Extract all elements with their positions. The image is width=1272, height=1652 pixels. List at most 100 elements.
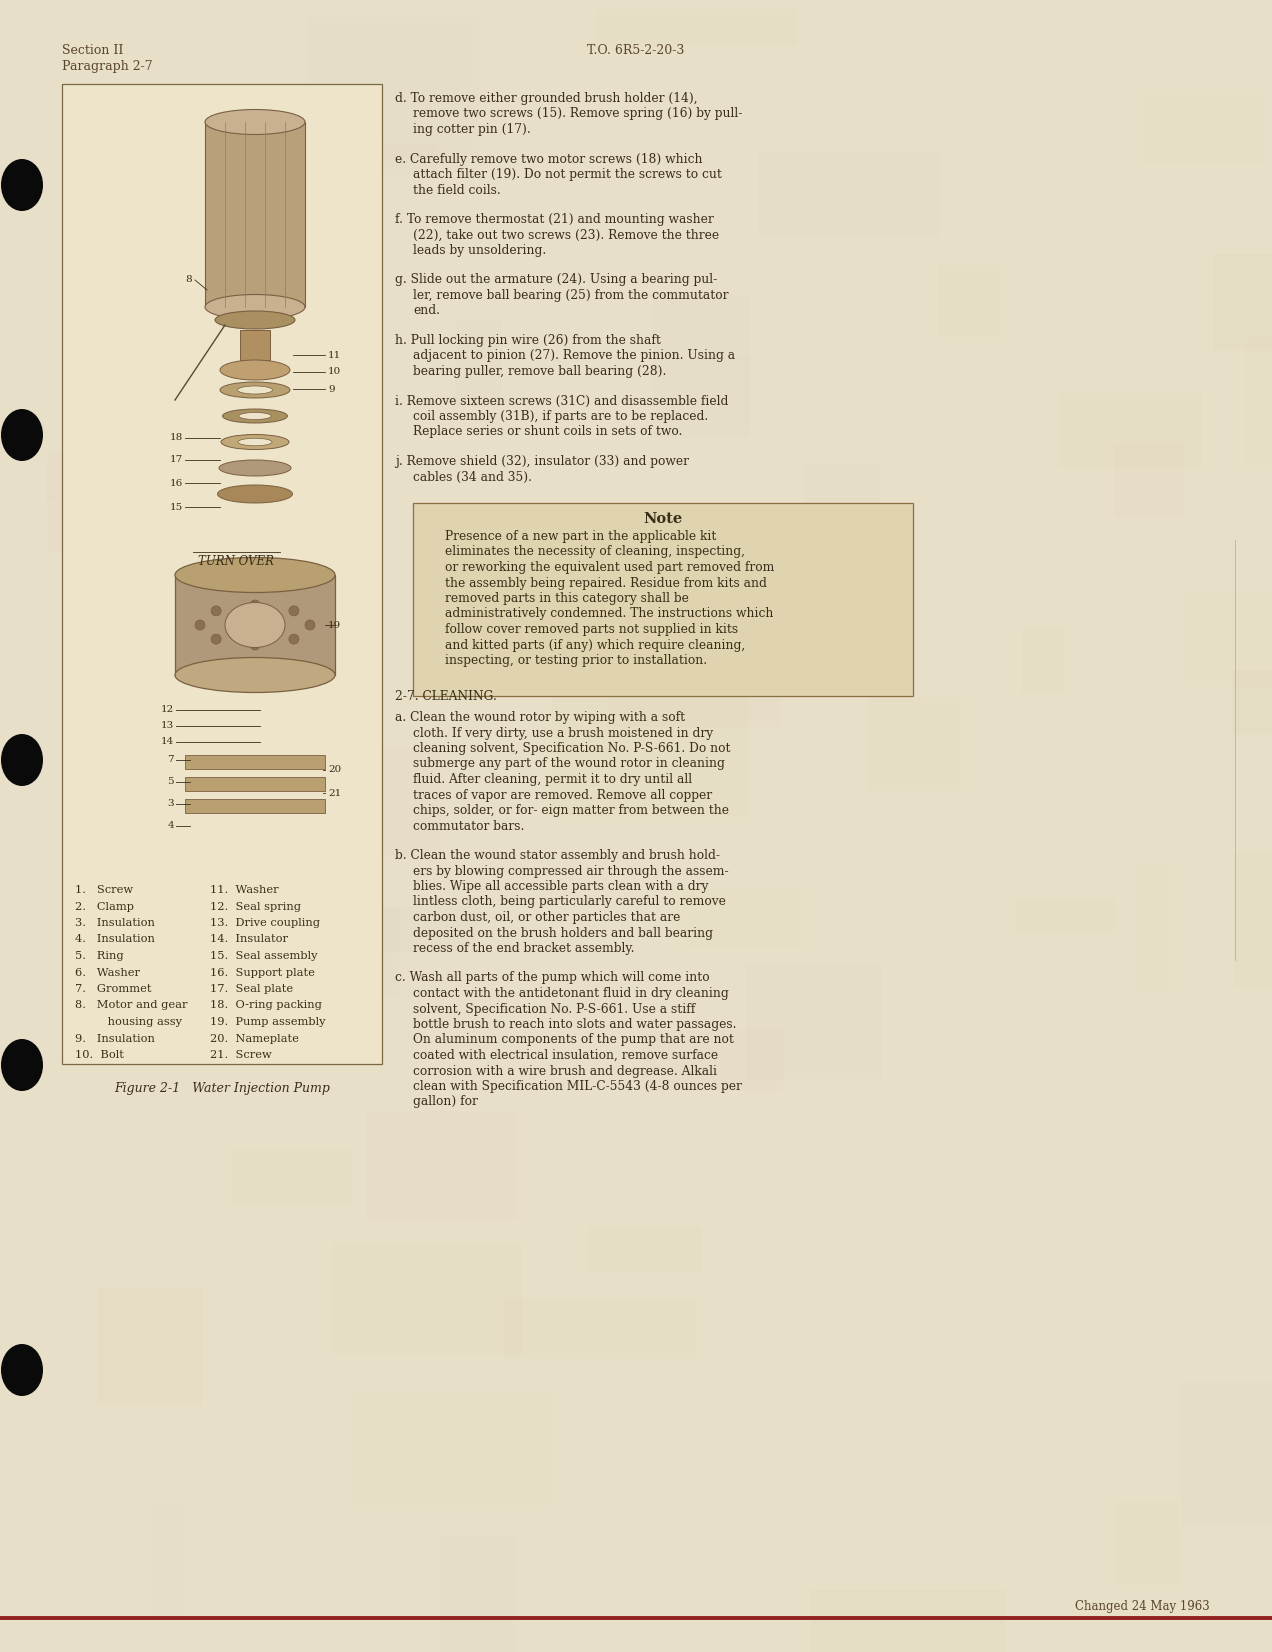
Text: chips, solder, or for- eign matter from between the: chips, solder, or for- eign matter from … bbox=[413, 805, 729, 818]
Text: remove two screws (15). Remove spring (16) by pull-: remove two screws (15). Remove spring (1… bbox=[413, 107, 743, 121]
Ellipse shape bbox=[221, 434, 289, 449]
Text: 7: 7 bbox=[168, 755, 174, 765]
Ellipse shape bbox=[1, 1039, 43, 1090]
Circle shape bbox=[211, 634, 221, 644]
Text: corrosion with a wire brush and degrease. Alkali: corrosion with a wire brush and degrease… bbox=[413, 1064, 717, 1077]
Text: T.O. 6R5-2-20-3: T.O. 6R5-2-20-3 bbox=[588, 45, 684, 58]
Text: blies. Wipe all accessible parts clean with a dry: blies. Wipe all accessible parts clean w… bbox=[413, 881, 709, 894]
Bar bbox=[440, 1536, 515, 1652]
Text: Presence of a new part in the applicable kit: Presence of a new part in the applicable… bbox=[445, 530, 716, 544]
Text: 4.   Insulation: 4. Insulation bbox=[75, 935, 155, 945]
Ellipse shape bbox=[1, 410, 43, 461]
Text: 18: 18 bbox=[169, 433, 183, 443]
Text: 18.  O-ring packing: 18. O-ring packing bbox=[210, 1001, 322, 1011]
Bar bbox=[810, 1591, 1005, 1652]
Text: attach filter (19). Do not permit the screws to cut: attach filter (19). Do not permit the sc… bbox=[413, 169, 722, 182]
Text: 14: 14 bbox=[160, 737, 174, 747]
Ellipse shape bbox=[223, 410, 287, 423]
Text: 10: 10 bbox=[328, 367, 341, 377]
Text: ers by blowing compressed air through the assem-: ers by blowing compressed air through th… bbox=[413, 864, 729, 877]
Bar bbox=[333, 1242, 522, 1353]
Ellipse shape bbox=[239, 413, 271, 420]
Text: d. To remove either grounded brush holder (14),: d. To remove either grounded brush holde… bbox=[396, 93, 697, 106]
Text: housing assy: housing assy bbox=[75, 1018, 182, 1028]
Text: b. Clean the wound stator assembly and brush hold-: b. Clean the wound stator assembly and b… bbox=[396, 849, 720, 862]
Text: 13.  Drive coupling: 13. Drive coupling bbox=[210, 919, 321, 928]
Circle shape bbox=[251, 639, 259, 649]
Ellipse shape bbox=[218, 486, 293, 502]
Text: 6.   Washer: 6. Washer bbox=[75, 968, 140, 978]
Bar bbox=[1231, 669, 1272, 735]
Bar bbox=[281, 910, 399, 998]
Bar bbox=[684, 889, 801, 948]
Text: submerge any part of the wound rotor in cleaning: submerge any part of the wound rotor in … bbox=[413, 758, 725, 770]
Text: ing cotter pin (17).: ing cotter pin (17). bbox=[413, 122, 530, 135]
Text: commutator bars.: commutator bars. bbox=[413, 819, 524, 833]
Text: 15.  Seal assembly: 15. Seal assembly bbox=[210, 952, 318, 961]
Text: end.: end. bbox=[413, 304, 440, 317]
Text: bottle brush to reach into slots and water passages.: bottle brush to reach into slots and wat… bbox=[413, 1018, 736, 1031]
Bar bbox=[1013, 862, 1122, 986]
Text: 19: 19 bbox=[328, 621, 341, 629]
Bar bbox=[148, 88, 301, 162]
Bar bbox=[329, 1399, 430, 1536]
Text: TURN OVER: TURN OVER bbox=[198, 555, 273, 568]
Text: 9: 9 bbox=[328, 385, 335, 393]
Bar bbox=[805, 464, 881, 601]
Ellipse shape bbox=[238, 438, 272, 446]
Circle shape bbox=[251, 600, 259, 610]
Bar bbox=[1138, 94, 1263, 164]
Text: (22), take out two screws (23). Remove the three: (22), take out two screws (23). Remove t… bbox=[413, 228, 719, 241]
Bar bbox=[574, 456, 689, 596]
Text: the assembly being repaired. Residue from kits and: the assembly being repaired. Residue fro… bbox=[445, 577, 767, 590]
Text: or reworking the equivalent used part removed from: or reworking the equivalent used part re… bbox=[445, 562, 775, 573]
Bar bbox=[351, 748, 441, 857]
Text: 20.  Nameplate: 20. Nameplate bbox=[210, 1034, 299, 1044]
Text: the field coils.: the field coils. bbox=[413, 183, 501, 197]
Text: cleaning solvent, Specification No. P-S-661. Do not: cleaning solvent, Specification No. P-S-… bbox=[413, 742, 730, 755]
Text: 21.  Screw: 21. Screw bbox=[210, 1051, 272, 1061]
Text: 2-7. CLEANING.: 2-7. CLEANING. bbox=[396, 689, 497, 702]
Text: 11.  Washer: 11. Washer bbox=[210, 885, 279, 895]
Text: deposited on the brush holders and ball bearing: deposited on the brush holders and ball … bbox=[413, 927, 714, 940]
Bar bbox=[446, 311, 631, 443]
Text: 10.  Bolt: 10. Bolt bbox=[75, 1051, 123, 1061]
Text: 5: 5 bbox=[168, 778, 174, 786]
Text: Note: Note bbox=[644, 512, 683, 525]
Bar bbox=[1015, 899, 1117, 932]
Text: Section II: Section II bbox=[62, 45, 123, 58]
Bar bbox=[62, 84, 382, 1064]
Text: cables (34 and 35).: cables (34 and 35). bbox=[413, 471, 532, 484]
Bar bbox=[631, 781, 742, 925]
Circle shape bbox=[289, 606, 299, 616]
Bar bbox=[97, 1289, 201, 1406]
Bar bbox=[1109, 1186, 1156, 1251]
Text: 9.   Insulation: 9. Insulation bbox=[75, 1034, 155, 1044]
Text: ler, remove ball bearing (25) from the commutator: ler, remove ball bearing (25) from the c… bbox=[413, 289, 729, 302]
Text: solvent, Specification No. P-S-661. Use a stiff: solvent, Specification No. P-S-661. Use … bbox=[413, 1003, 696, 1016]
Ellipse shape bbox=[1, 1345, 43, 1396]
Bar bbox=[1184, 591, 1272, 684]
Bar bbox=[758, 152, 940, 238]
Bar bbox=[1023, 629, 1063, 694]
Bar bbox=[351, 1393, 550, 1505]
Bar bbox=[233, 1150, 352, 1204]
Bar bbox=[184, 800, 326, 813]
Text: bearing puller, remove ball bearing (28).: bearing puller, remove ball bearing (28)… bbox=[413, 365, 667, 378]
Bar bbox=[176, 575, 335, 676]
Text: coated with electrical insulation, remove surface: coated with electrical insulation, remov… bbox=[413, 1049, 719, 1062]
Text: 15: 15 bbox=[169, 502, 183, 512]
Text: j. Remove shield (32), insulator (33) and power: j. Remove shield (32), insulator (33) an… bbox=[396, 454, 689, 468]
Text: 7.   Grommet: 7. Grommet bbox=[75, 985, 151, 995]
Text: g. Slide out the armature (24). Using a bearing pul-: g. Slide out the armature (24). Using a … bbox=[396, 274, 717, 286]
Text: eliminates the necessity of cleaning, inspecting,: eliminates the necessity of cleaning, in… bbox=[445, 545, 745, 558]
Bar bbox=[744, 273, 841, 416]
Ellipse shape bbox=[205, 109, 305, 134]
Ellipse shape bbox=[238, 387, 272, 393]
Bar bbox=[1136, 866, 1173, 991]
Text: e. Carefully remove two motor screws (18) which: e. Carefully remove two motor screws (18… bbox=[396, 152, 702, 165]
Text: 12: 12 bbox=[160, 705, 174, 715]
Text: administratively condemned. The instructions which: administratively condemned. The instruct… bbox=[445, 608, 773, 621]
Text: 19.  Pump assembly: 19. Pump assembly bbox=[210, 1018, 326, 1028]
Text: coil assembly (31B), if parts are to be replaced.: coil assembly (31B), if parts are to be … bbox=[413, 410, 709, 423]
